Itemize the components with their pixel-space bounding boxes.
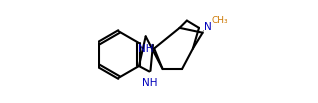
Text: NH: NH xyxy=(138,44,154,54)
Text: N: N xyxy=(204,22,211,32)
Text: CH₃: CH₃ xyxy=(212,16,228,25)
Text: NH: NH xyxy=(142,78,158,88)
